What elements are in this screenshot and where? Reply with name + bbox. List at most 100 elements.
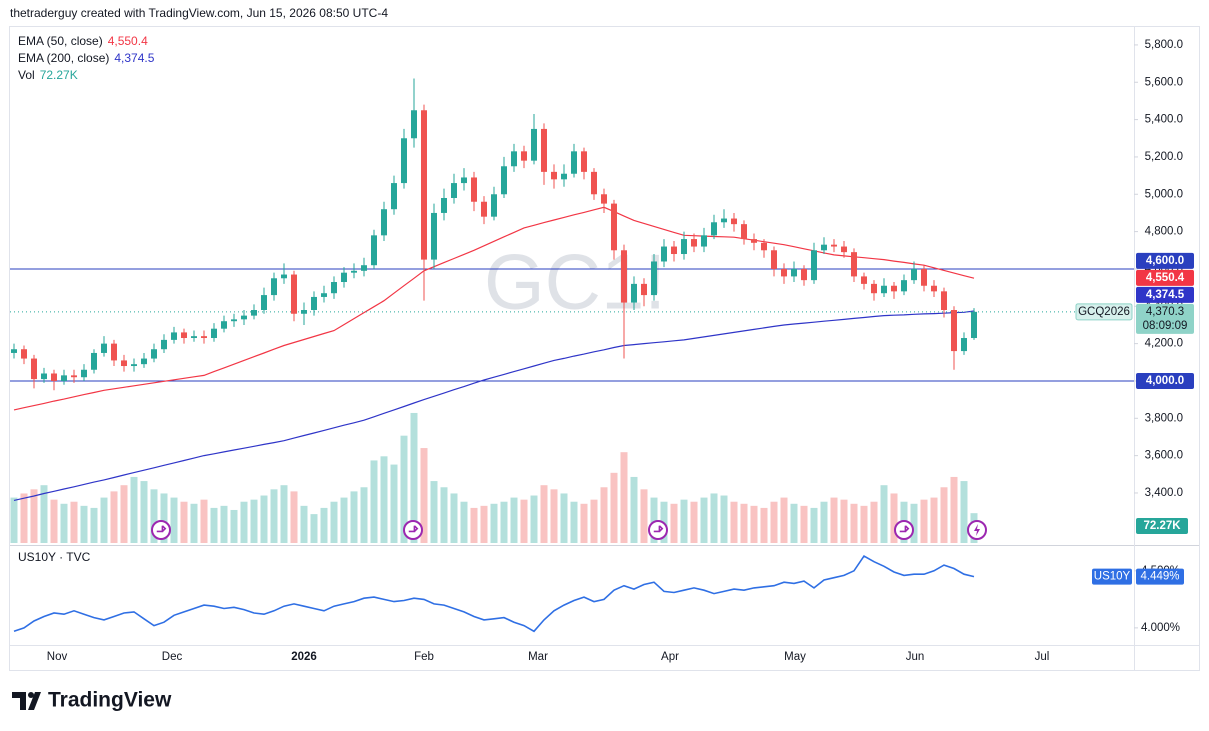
y-tick-label: 5,000.0 [1145, 188, 1183, 200]
y-tick-label: 3,800.0 [1145, 412, 1183, 424]
price-tag-label: 4,600.0 [1146, 255, 1184, 267]
volume-bar [790, 503, 798, 543]
x-tick-label: May [784, 651, 806, 663]
event-icon[interactable] [894, 520, 914, 540]
volume-bar [450, 493, 458, 543]
pane-title: US10Y · TVC [18, 550, 91, 564]
candle-body [351, 270, 357, 273]
price-tag [1136, 252, 1194, 269]
volume-bar [760, 507, 768, 543]
volume-bar [670, 503, 678, 543]
candle-body [181, 332, 187, 339]
volume-bar [600, 487, 608, 543]
volume-bar [150, 489, 158, 543]
volume-bar [390, 464, 398, 543]
volume-bar [90, 507, 98, 543]
candle-body [731, 218, 737, 225]
candle-body [711, 222, 717, 236]
candle-body [631, 283, 637, 303]
volume-bar [320, 507, 328, 543]
candle-body [821, 244, 827, 251]
candle-body [281, 274, 287, 279]
volume-bar [220, 505, 228, 543]
candle-body [661, 246, 667, 262]
volume-bar [310, 514, 318, 543]
candle-body [91, 352, 97, 370]
candle-body [801, 268, 807, 281]
candle-body [561, 173, 567, 180]
pane-border [9, 26, 1200, 671]
earnings-icon[interactable] [967, 520, 987, 540]
candle-body [891, 285, 897, 292]
volume-bar [500, 501, 508, 543]
candle-body [961, 338, 967, 352]
candle-body [361, 265, 367, 271]
x-tick-label: Jul [1035, 651, 1050, 663]
candle-body [921, 268, 927, 286]
candle-body [41, 373, 47, 380]
volume-tag-label: 72.27K [1143, 520, 1181, 532]
y-tick-label: 4,200.0 [1145, 338, 1183, 350]
x-tick-label: Feb [414, 651, 434, 663]
volume-bar [590, 499, 598, 543]
volume-bar [50, 499, 58, 543]
volume-bar [360, 487, 368, 543]
volume-bar [750, 505, 758, 543]
candle-body [411, 110, 417, 139]
volume-bar [710, 493, 718, 543]
candle-body [501, 166, 507, 195]
candle-body [321, 293, 327, 297]
volume-bar [140, 481, 148, 543]
volume-bar [330, 501, 338, 543]
candle-body [481, 201, 487, 217]
candle-body [751, 239, 757, 243]
candle-body [941, 291, 947, 311]
price-tag-label: 4.449% [1140, 571, 1179, 583]
volume-bar [290, 491, 298, 543]
price-tag-label: 4,550.4 [1146, 272, 1185, 284]
volume-bar [570, 501, 578, 543]
candle-body [701, 235, 707, 247]
price-tag-label: 4,374.5 [1146, 289, 1185, 301]
volume-bar [200, 499, 208, 543]
volume-bar [850, 503, 858, 543]
volume-bar [510, 497, 518, 543]
volume-bar [910, 503, 918, 543]
candle-body [111, 343, 117, 361]
volume-bar [520, 499, 528, 543]
candle-body [601, 194, 607, 204]
candle-body [851, 252, 857, 277]
volume-bar [860, 505, 868, 543]
candle-body [611, 203, 617, 251]
candle-body [161, 339, 167, 350]
symbol-tag [1075, 303, 1133, 321]
volume-bar [550, 489, 558, 543]
volume-bar [560, 493, 568, 543]
volume-bar [420, 448, 428, 543]
symbol-tag-label: US10Y [1094, 571, 1131, 583]
volume-bar [120, 485, 128, 543]
legend-name: Vol [18, 68, 35, 82]
candle-body [441, 198, 447, 213]
candle-body [581, 151, 587, 172]
legend-value: 72.27K [40, 68, 78, 82]
volume-bar [830, 497, 838, 543]
volume-bar [250, 499, 258, 543]
volume-bar [730, 501, 738, 543]
volume-bar [770, 501, 778, 543]
candle-body [571, 151, 577, 174]
volume-bar [950, 476, 958, 543]
y-tick-label: 5,800.0 [1145, 39, 1183, 51]
event-icon[interactable] [151, 520, 171, 540]
candle-body [151, 349, 157, 359]
volume-bar [880, 485, 888, 543]
candle-body [51, 373, 57, 381]
volume-bar [530, 495, 538, 543]
y-tick-label: 4,800.0 [1145, 226, 1183, 238]
event-icon[interactable] [403, 520, 423, 540]
volume-bar [300, 505, 308, 543]
event-icon[interactable] [648, 520, 668, 540]
candle-body [431, 212, 437, 260]
volume-bar [780, 497, 788, 543]
candle-body [331, 282, 337, 294]
